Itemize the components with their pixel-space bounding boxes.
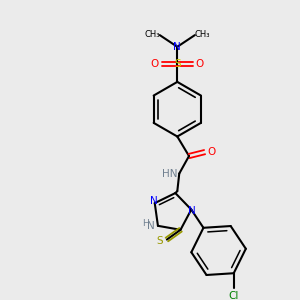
- Text: N: N: [150, 196, 158, 206]
- Text: S: S: [157, 236, 164, 245]
- Text: N: N: [188, 206, 196, 215]
- Text: CH₃: CH₃: [195, 30, 210, 39]
- Text: HN: HN: [162, 169, 177, 178]
- Text: Cl: Cl: [229, 291, 239, 300]
- Text: H: H: [142, 219, 148, 228]
- Text: N: N: [147, 221, 155, 231]
- Text: O: O: [196, 59, 204, 69]
- Text: O: O: [151, 59, 159, 69]
- Text: N: N: [173, 42, 181, 52]
- Text: CH₃: CH₃: [144, 30, 160, 39]
- Text: S: S: [174, 59, 181, 69]
- Text: O: O: [207, 147, 216, 157]
